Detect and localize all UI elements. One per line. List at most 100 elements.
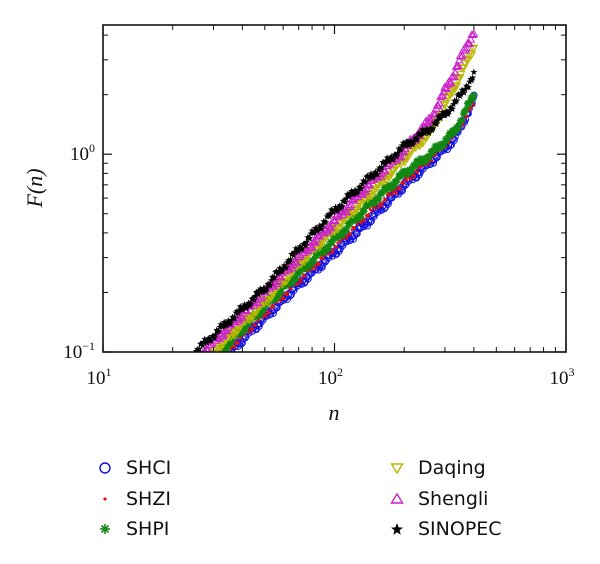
data-point: [307, 242, 317, 251]
data-point: [279, 299, 282, 303]
data-point: [256, 312, 264, 319]
data-point: [292, 258, 302, 266]
data-point: [285, 293, 289, 297]
data-point: [302, 242, 309, 249]
data-point: [439, 108, 447, 116]
data-point: [417, 167, 420, 170]
data-point: [209, 332, 217, 340]
data-point: [303, 274, 307, 278]
data-point: [429, 159, 438, 167]
data-point: [290, 251, 298, 259]
data-point: [373, 170, 381, 178]
x-tick-label: 101: [87, 365, 112, 389]
data-point: [234, 342, 237, 345]
data-point: [227, 320, 234, 327]
data-point: [450, 100, 457, 108]
data-point: [426, 153, 434, 160]
data-point: [300, 280, 303, 284]
data-point: [444, 94, 454, 102]
data-point: [268, 311, 272, 315]
data-point: [295, 270, 303, 277]
data-point: [237, 313, 247, 321]
legend-label-daqing: Daqing: [418, 457, 486, 479]
data-point: [306, 234, 314, 242]
data-point: [242, 326, 249, 334]
data-point: [418, 126, 426, 133]
data-point: [429, 125, 437, 132]
data-point: [462, 123, 465, 127]
data-point: [360, 221, 363, 225]
data-point: [349, 233, 353, 236]
data-point: [243, 304, 251, 312]
data-point: [469, 29, 479, 37]
data-point: [239, 336, 243, 340]
data-point: [412, 162, 419, 170]
data-point: [245, 299, 253, 307]
data-point: [405, 179, 409, 182]
data-point: [450, 68, 460, 77]
data-point: [408, 168, 415, 176]
data-point: [273, 276, 283, 285]
data-point: [314, 225, 322, 233]
data-point: [368, 171, 376, 179]
data-point: [333, 206, 341, 213]
data-point: [242, 303, 249, 311]
ticks-layer: 101 102 103 10−1 100: [63, 25, 575, 389]
data-point: [282, 282, 289, 290]
data-point: [299, 266, 307, 274]
data-point: [472, 104, 476, 107]
data-point: [227, 340, 234, 347]
data-point: [292, 275, 300, 283]
data-point: [394, 149, 402, 157]
data-point: [365, 202, 372, 209]
legend-item-sinopec: SINOPEC: [388, 514, 502, 544]
data-point: [296, 268, 304, 275]
data-point: [356, 212, 363, 219]
data-point: [331, 251, 335, 254]
data-point: [224, 317, 232, 324]
data-point: [343, 190, 351, 198]
data-point: [376, 164, 383, 171]
data-point: [365, 180, 375, 189]
data-point: [226, 318, 233, 326]
data-point: [310, 229, 318, 236]
data-point: [289, 287, 293, 291]
data-point: [282, 264, 290, 271]
data-point: [403, 138, 411, 145]
data-point: [462, 82, 470, 89]
data-point: [392, 190, 396, 194]
data-point: [470, 91, 478, 99]
data-point: [252, 314, 260, 321]
data-point: [201, 335, 209, 342]
data-point: [470, 68, 478, 76]
data-point: [334, 207, 342, 214]
data-point: [469, 44, 479, 53]
data-point: [390, 155, 397, 163]
data-point: [381, 160, 389, 168]
data-point: [263, 284, 271, 292]
data-point: [382, 187, 390, 194]
data-point: [207, 337, 215, 344]
data-point: [217, 320, 225, 328]
data-point: [384, 200, 392, 208]
data-point: [331, 233, 338, 240]
legend-label-shci: SHCI: [126, 457, 172, 479]
data-point: [339, 239, 342, 243]
data-point: [418, 159, 426, 167]
data-point: [350, 217, 357, 225]
data-point: [387, 153, 395, 160]
data-point: [271, 273, 278, 281]
data-point: [303, 265, 311, 272]
data-point: [382, 157, 390, 164]
x-tick-label: 103: [550, 365, 575, 389]
data-point: [314, 267, 317, 270]
data-point: [291, 248, 299, 255]
asterisk-marker-icon: [100, 524, 110, 534]
data-point: [422, 158, 430, 165]
y-axis-label: F(n): [22, 168, 47, 208]
data-point: [399, 186, 402, 190]
data-point: [296, 250, 306, 259]
data-point: [358, 211, 365, 218]
data-point: [363, 195, 373, 204]
data-point: [447, 141, 451, 145]
